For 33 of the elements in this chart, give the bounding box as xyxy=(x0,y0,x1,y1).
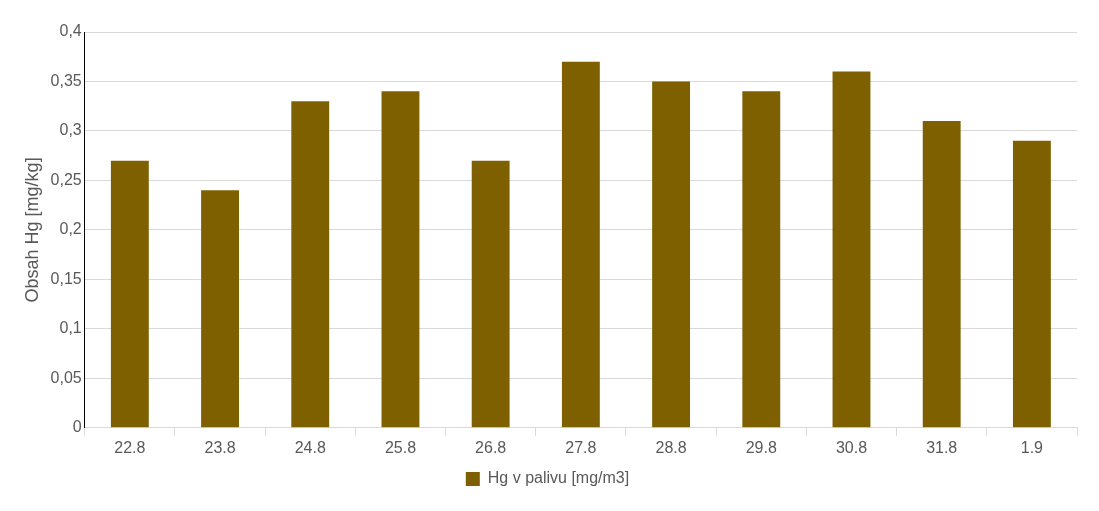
bar xyxy=(742,91,781,428)
y-tick-label: 0,15 xyxy=(50,269,82,287)
bar xyxy=(832,71,871,428)
x-tick-label: 31.8 xyxy=(926,438,958,456)
y-tick-label: 0,3 xyxy=(59,121,82,139)
x-tick-label: 30.8 xyxy=(835,438,868,456)
x-tick-label: 26.8 xyxy=(475,438,507,456)
x-tick-label: 25.8 xyxy=(384,438,417,456)
y-tick-label: 0,1 xyxy=(59,319,82,337)
bar xyxy=(922,121,961,428)
x-tick-label: 23.8 xyxy=(204,438,236,456)
bar xyxy=(652,81,691,428)
bar xyxy=(561,61,600,428)
y-tick-label: 0,35 xyxy=(50,71,82,89)
x-tick-label: 27.8 xyxy=(565,438,597,456)
y-tick-label: 0,25 xyxy=(50,170,82,188)
x-tick-label: 29.8 xyxy=(745,438,777,456)
legend-label: Hg v palivu [mg/m3] xyxy=(487,469,630,487)
y-tick-label: 0,05 xyxy=(50,368,82,386)
x-tick-label: 28.8 xyxy=(655,438,687,456)
y-axis-title: Obsah Hg [mg/kg] xyxy=(21,157,42,303)
bar xyxy=(291,101,330,428)
y-tick-label: 0 xyxy=(72,418,82,436)
x-tick-label: 22.8 xyxy=(114,438,146,456)
bar xyxy=(201,190,239,428)
y-tick-label: 0,4 xyxy=(59,22,82,40)
y-tick-label: 0,2 xyxy=(59,220,82,238)
bar xyxy=(110,160,149,428)
x-tick-label: 1.9 xyxy=(1020,438,1044,456)
bar xyxy=(471,160,510,428)
bar xyxy=(381,91,420,428)
x-tick-label: 24.8 xyxy=(294,438,326,456)
bar xyxy=(1012,140,1051,428)
